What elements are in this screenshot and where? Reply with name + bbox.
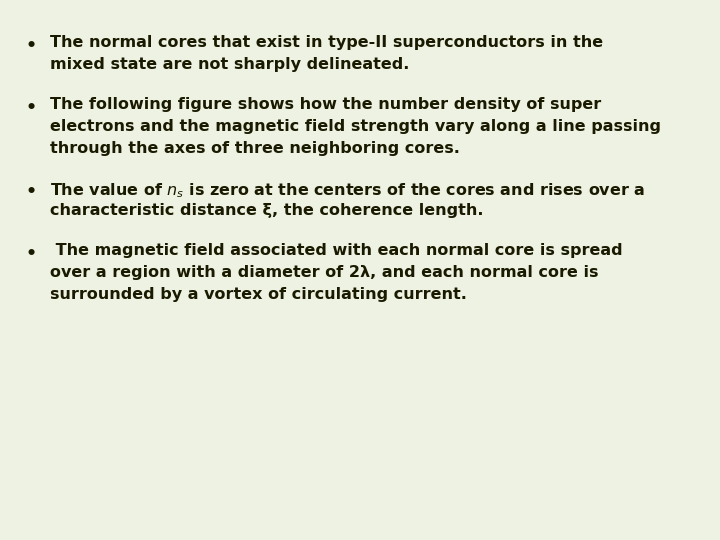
Text: over a region with a diameter of 2λ, and each normal core is: over a region with a diameter of 2λ, and… — [50, 265, 598, 280]
Text: electrons and the magnetic field strength vary along a line passing: electrons and the magnetic field strengt… — [50, 119, 661, 134]
Text: The normal cores that exist in type-II superconductors in the: The normal cores that exist in type-II s… — [50, 35, 603, 50]
Text: •: • — [25, 37, 36, 55]
Text: •: • — [25, 183, 36, 201]
Text: mixed state are not sharply delineated.: mixed state are not sharply delineated. — [50, 57, 410, 72]
Text: The magnetic field associated with each normal core is spread: The magnetic field associated with each … — [50, 243, 623, 258]
Text: •: • — [25, 245, 36, 263]
Text: •: • — [25, 99, 36, 117]
Text: The value of $n_s$ is zero at the centers of the cores and rises over a: The value of $n_s$ is zero at the center… — [50, 181, 645, 200]
Text: surrounded by a vortex of circulating current.: surrounded by a vortex of circulating cu… — [50, 287, 467, 302]
Text: through the axes of three neighboring cores.: through the axes of three neighboring co… — [50, 141, 460, 156]
Text: The following figure shows how the number density of super: The following figure shows how the numbe… — [50, 97, 601, 112]
Text: characteristic distance ξ, the coherence length.: characteristic distance ξ, the coherence… — [50, 203, 484, 218]
